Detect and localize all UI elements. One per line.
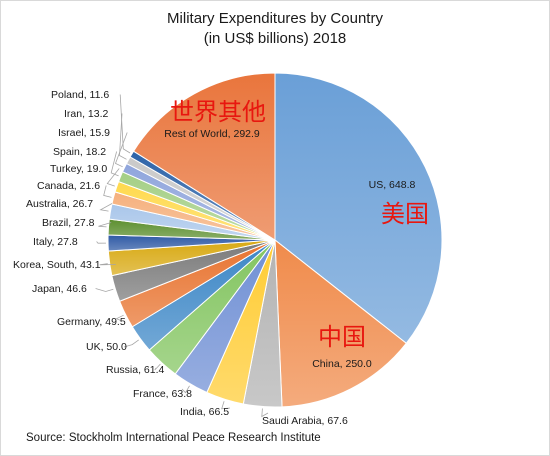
data-label-us: US, 648.8 [369,179,416,191]
leader-line-spain [110,151,119,177]
leader-line-italy [96,241,107,244]
chart-source: Source: Stockholm International Peace Re… [26,432,321,444]
pie-slice-china [274,238,407,408]
data-label-spain: Spain, 18.2 [53,146,106,158]
data-label-france: France, 63.8 [133,388,192,400]
annotation-china: 中国 [318,323,366,351]
leader-line-germany [115,314,124,322]
leader-line-saudi-arabia [261,408,269,418]
leader-line-france [181,385,190,394]
data-label-italy: Italy, 27.8 [33,236,78,248]
leader-line-australia [99,203,113,212]
leader-line-iran [119,113,127,160]
chart-subtitle: (in US$ billions) 2018 [203,30,347,47]
leader-line-russia [154,363,161,371]
data-label-saudi-arabia: Saudi Arabia, 67.6 [262,415,348,427]
leader-line-brazil [98,222,112,228]
pie-slice-rest-of-world [132,72,276,241]
data-label-china: China, 250.0 [312,358,372,370]
leader-line-india [221,401,231,410]
chart-title: Military Expenditures by Country [167,10,383,27]
leader-line-poland [119,94,131,154]
leader-line-israel [114,132,128,168]
data-label-germany: Germany, 49.5 [57,316,126,328]
data-label-australia: Australia, 26.7 [26,198,93,210]
data-label-israel: Israel, 15.9 [58,127,110,139]
data-label-canada: Canada, 21.6 [37,180,100,192]
leader-line-canada [103,185,112,198]
leader-line-korea-south [99,263,116,266]
pie-slice-us [274,72,443,344]
data-label-korea-south: Korea, South, 43.1 [13,259,101,271]
data-label-turkey: Turkey, 19.0 [50,163,107,175]
data-label-japan: Japan, 46.6 [32,283,87,295]
annotation-us: 美国 [381,200,429,228]
leader-line-turkey [106,168,120,187]
data-label-poland: Poland, 11.6 [51,89,109,101]
data-label-russia: Russia, 61.4 [106,364,165,376]
leader-line-uk [123,339,139,348]
data-label-iran: Iran, 13.2 [64,108,109,120]
data-label-rest-of-world: Rest of World, 292.9 [164,128,260,140]
annotation-rest-of-world: 世界其他 [170,98,266,126]
data-label-brazil: Brazil, 27.8 [42,217,95,229]
data-label-uk: UK, 50.0 [86,341,127,353]
data-label-india: India, 66.5 [180,406,229,418]
leader-line-japan [95,288,114,292]
